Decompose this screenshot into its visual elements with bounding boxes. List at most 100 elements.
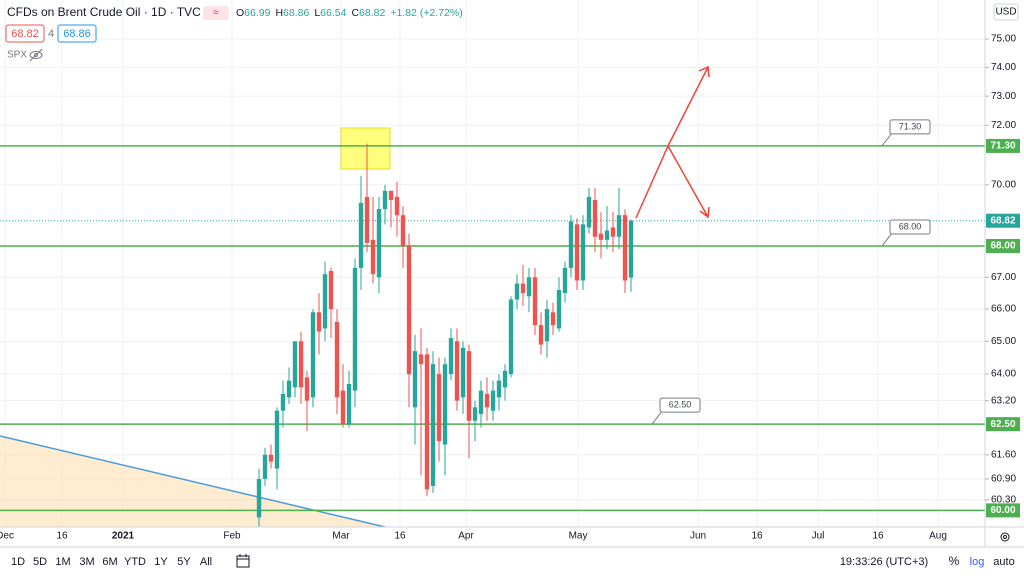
callout-box — [659, 397, 701, 413]
candle-body — [358, 202, 364, 268]
symbol-title: CFDs on Brent Crude Oil · 1D · TVC — [7, 5, 201, 19]
level-badge-label: 62.50 — [990, 419, 1015, 430]
candle-body — [610, 227, 616, 237]
candle-body — [592, 199, 598, 237]
range-button[interactable]: 5Y — [177, 556, 191, 568]
candle-body — [508, 299, 514, 375]
trend-line — [0, 435, 386, 527]
x-tick-label: Mar — [332, 531, 350, 542]
range-button[interactable]: 6M — [102, 556, 117, 568]
y-tick-label: 65.00 — [991, 336, 1016, 347]
candle-body — [256, 478, 262, 518]
candle-body — [388, 190, 394, 200]
callout-label: 68.00 — [899, 221, 922, 231]
y-tick-label: 67.00 — [991, 272, 1016, 283]
level-badge — [986, 417, 1020, 432]
candle-body — [556, 289, 562, 329]
range-button[interactable]: 1Y — [154, 556, 168, 568]
candle-body — [352, 267, 358, 391]
x-tick-label: Dec — [0, 531, 14, 542]
candle-body — [544, 309, 550, 342]
y-tick-label: 72.00 — [991, 120, 1016, 131]
candle-body — [454, 341, 460, 401]
level-badge-label: 60.00 — [990, 505, 1015, 516]
spread: 4 — [48, 28, 54, 40]
candle-body — [316, 312, 322, 332]
candle-body — [262, 454, 268, 479]
forecast-arrows — [635, 65, 710, 219]
x-tick-label: Jul — [812, 531, 825, 542]
candle-body — [538, 325, 544, 345]
candle-body — [292, 341, 298, 388]
candle-body — [628, 220, 634, 278]
x-tick-label: Aug — [929, 531, 947, 542]
ohlc-value: 66.99 — [244, 7, 270, 19]
candle-body — [406, 246, 412, 375]
candle-body — [574, 224, 580, 281]
range-button[interactable]: YTD — [124, 556, 146, 568]
callout-box — [889, 119, 931, 135]
sell-price[interactable]: 68.82 — [11, 28, 39, 40]
candle-body — [520, 283, 526, 294]
range-button[interactable]: 5D — [33, 556, 47, 568]
currency[interactable]: USD — [995, 7, 1016, 18]
candle-body — [268, 454, 274, 462]
candle-body — [598, 233, 604, 240]
y-tick-label: 73.00 — [991, 91, 1016, 102]
x-tick-label: 16 — [751, 531, 763, 542]
range-button[interactable]: 1D — [11, 556, 25, 568]
candle-body — [616, 215, 622, 237]
eye-icon[interactable] — [29, 48, 43, 62]
y-tick-label: 63.20 — [991, 395, 1016, 406]
callout-pointer — [881, 132, 893, 147]
ohlc-key: H — [275, 7, 283, 19]
candle-body — [424, 354, 430, 490]
candle-body — [502, 370, 508, 388]
calendar-icon[interactable] — [236, 554, 250, 568]
range-button[interactable]: All — [200, 556, 212, 568]
callout-box — [889, 219, 931, 235]
candle-body — [286, 380, 292, 398]
candle-body — [466, 351, 472, 421]
y-tick-label: 64.00 — [991, 369, 1016, 380]
y-tick-label: 74.00 — [991, 62, 1016, 73]
x-tick-label: 2021 — [112, 531, 135, 542]
buy-button[interactable] — [57, 24, 97, 43]
log-toggle[interactable]: log — [970, 556, 985, 568]
clock: 19:33:26 (UTC+3) — [840, 556, 928, 568]
candle-body — [568, 221, 574, 268]
callout-label: 62.50 — [669, 400, 692, 410]
y-tick-label: 66.00 — [991, 304, 1016, 315]
x-tick-label: May — [569, 531, 588, 542]
settings-icon[interactable] — [1000, 532, 1010, 542]
ohlc-key: C — [351, 7, 359, 19]
last-price-badge — [986, 213, 1020, 228]
ohlc-value: 66.54 — [320, 7, 346, 19]
range-button[interactable]: 3M — [79, 556, 94, 568]
ohlc-value: 68.86 — [283, 7, 309, 19]
range-button[interactable]: 1M — [55, 556, 70, 568]
percent-toggle[interactable]: % — [949, 554, 960, 568]
sell-button[interactable] — [5, 24, 45, 43]
candle-body — [280, 393, 286, 411]
level-badge — [986, 138, 1020, 153]
y-tick-label: 70.00 — [991, 179, 1016, 190]
indicator-name[interactable]: SPX — [7, 50, 27, 61]
currency-box[interactable] — [993, 3, 1019, 21]
candle-body — [310, 312, 316, 398]
candle-body — [472, 407, 478, 421]
candle-body — [370, 239, 376, 275]
candle-body — [418, 354, 424, 365]
candle-body — [394, 196, 400, 216]
candle-body — [436, 374, 442, 442]
candle-body — [622, 215, 628, 281]
candle-body — [274, 410, 280, 469]
last-price-label: 68.82 — [990, 215, 1015, 226]
arrow-up — [635, 66, 709, 219]
y-tick-label: 61.60 — [991, 449, 1016, 460]
callout-label: 71.30 — [899, 121, 922, 131]
y-tick-label: 60.30 — [991, 494, 1016, 505]
auto-toggle[interactable]: auto — [993, 556, 1014, 568]
buy-price[interactable]: 68.86 — [63, 28, 91, 40]
candle-body — [448, 338, 454, 375]
